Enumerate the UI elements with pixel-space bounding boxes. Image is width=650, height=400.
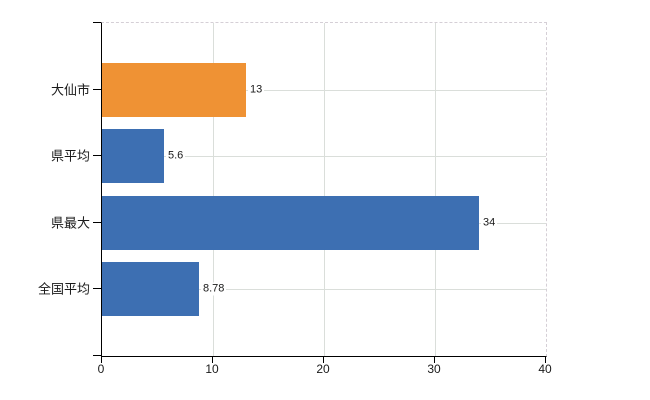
x-axis-tick bbox=[434, 356, 435, 363]
category-label: 県最大 bbox=[50, 215, 90, 231]
x-tick-label: 0 bbox=[97, 362, 105, 376]
bar-value-label: 8.78 bbox=[201, 282, 227, 296]
category-label: 全国平均 bbox=[37, 281, 90, 297]
y-axis-tick bbox=[93, 288, 101, 289]
x-tick-label: 20 bbox=[316, 362, 330, 376]
bar-value-label: 5.6 bbox=[166, 149, 186, 163]
vertical-gridline bbox=[324, 23, 325, 356]
bar-value-label: 13 bbox=[248, 83, 265, 97]
x-axis-tick bbox=[212, 356, 213, 363]
horizontal-gridline bbox=[102, 289, 546, 290]
x-axis-tick bbox=[323, 356, 324, 363]
x-tick-label: 40 bbox=[538, 362, 552, 376]
x-axis-tick bbox=[545, 356, 546, 363]
category-label: 県平均 bbox=[50, 148, 90, 164]
horizontal-gridline bbox=[102, 156, 546, 157]
horizontal-gridline bbox=[102, 90, 546, 91]
bar bbox=[102, 129, 164, 183]
y-axis-tick bbox=[93, 155, 101, 156]
vertical-gridline bbox=[213, 23, 214, 356]
bar-value-label: 34 bbox=[481, 216, 498, 230]
bar bbox=[102, 262, 199, 316]
bar bbox=[102, 196, 479, 250]
x-tick-label: 10 bbox=[205, 362, 219, 376]
y-axis-tick bbox=[93, 89, 101, 90]
bar bbox=[102, 63, 246, 117]
y-axis-tick bbox=[93, 222, 101, 223]
y-axis-tick bbox=[93, 22, 101, 23]
x-axis-tick bbox=[101, 356, 102, 363]
vertical-gridline bbox=[435, 23, 436, 356]
plot-area: 13 5.6 34 8.78 bbox=[101, 22, 547, 357]
category-label: 大仙市 bbox=[50, 82, 90, 98]
x-tick-label: 30 bbox=[427, 362, 441, 376]
y-axis-tick bbox=[93, 355, 101, 356]
